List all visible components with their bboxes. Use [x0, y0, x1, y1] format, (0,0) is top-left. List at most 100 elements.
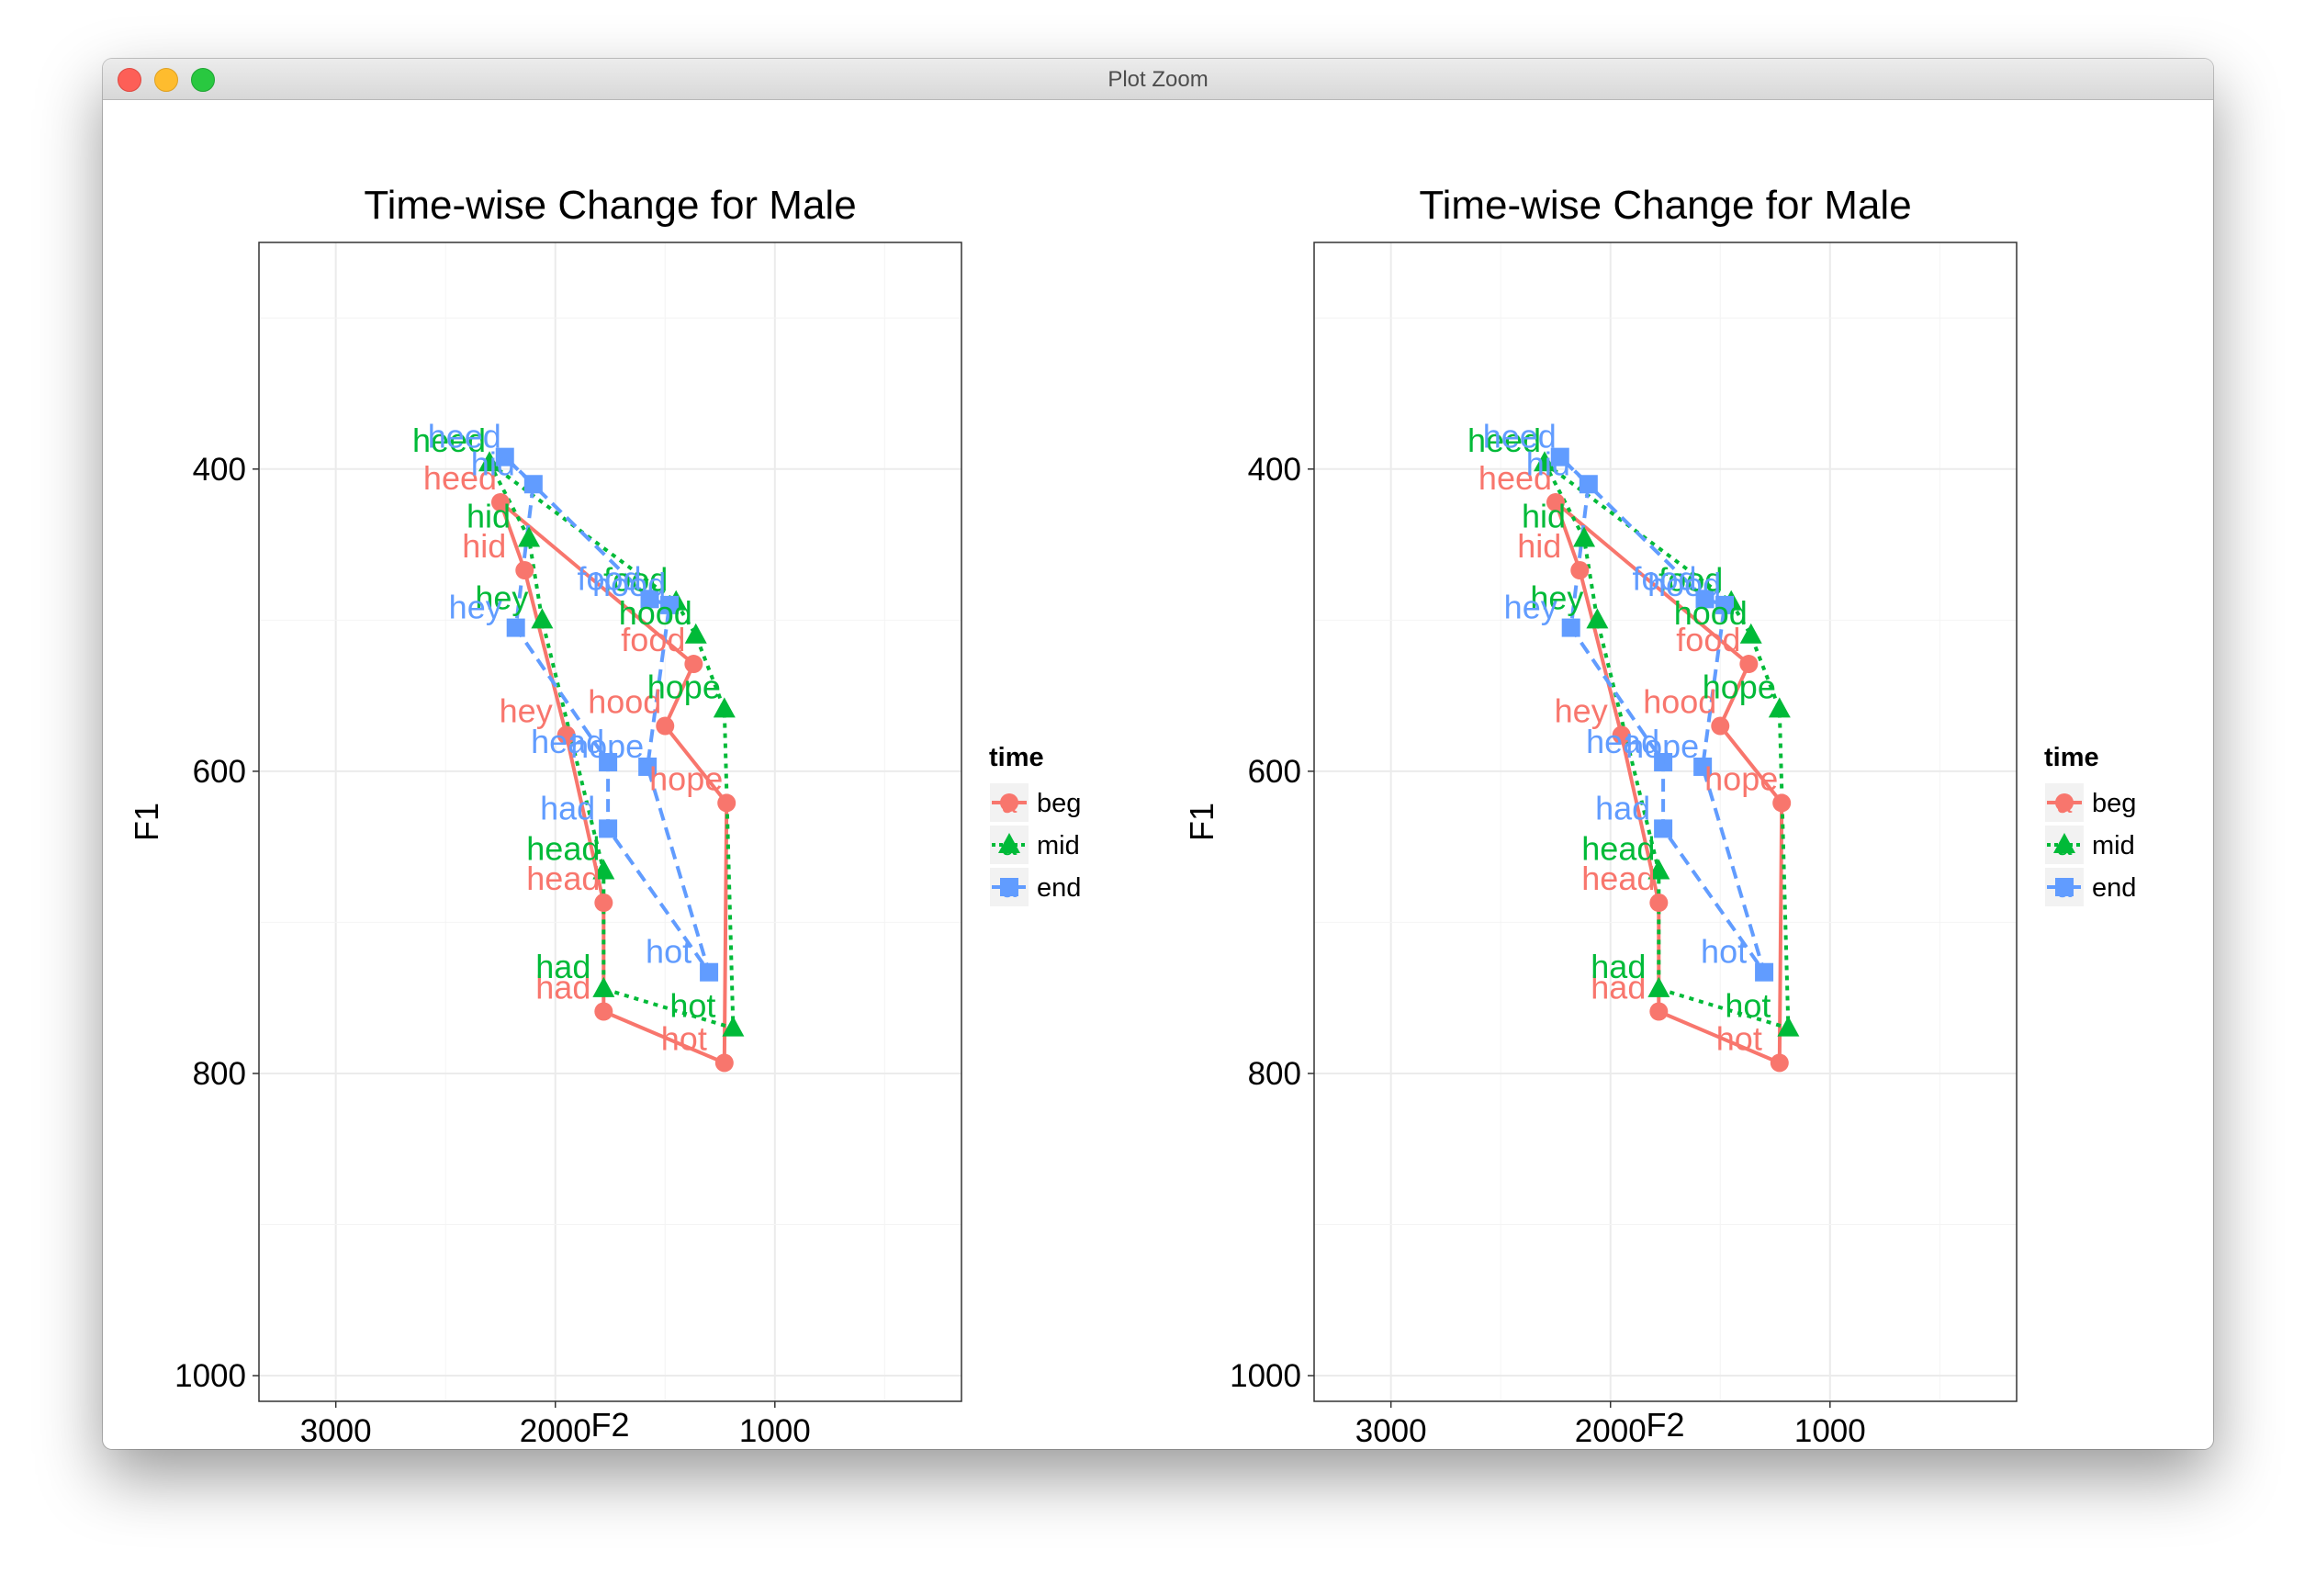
data-point-beg-hey: [557, 725, 576, 745]
vowel-label-mid-hood: hood: [1674, 594, 1748, 632]
x-axis-title: F2: [590, 1406, 629, 1444]
data-point-beg-had: [1649, 1002, 1669, 1021]
legend-label: beg: [1037, 789, 1081, 818]
legend-item-beg: abeg: [2043, 781, 2136, 824]
x-tick-label: 1000: [739, 1413, 811, 1449]
data-point-mid-hope: [713, 697, 736, 718]
title-bar: Plot Zoom: [103, 59, 2213, 100]
data-point-beg-hid: [1570, 561, 1590, 580]
data-point-end-hood: [660, 595, 680, 614]
legend-key-marker: [998, 833, 1020, 853]
vowel-label-beg-food: food: [621, 621, 685, 658]
data-point-beg-hood: [656, 716, 675, 736]
data-point-beg-hope: [1772, 793, 1792, 813]
vowel-label-beg-hot: hot: [661, 1019, 707, 1057]
vowel-label-mid-had: had: [535, 948, 590, 985]
y-axis-title: F1: [1183, 803, 1220, 841]
series-line-end: [502, 455, 712, 974]
data-point-mid-hey: [531, 608, 554, 629]
vowel-label-end-head: head: [531, 723, 604, 760]
vowel-label-beg-head: head: [1581, 860, 1655, 897]
legend-key-marker: [1000, 878, 1018, 896]
close-window-button[interactable]: [118, 68, 141, 92]
legend-key-marker: [2055, 793, 2074, 812]
vowel-label-mid-head: head: [526, 829, 600, 867]
y-tick-label: 800: [1248, 1056, 1301, 1092]
vowel-label-end-hot: hot: [646, 933, 691, 971]
data-point-end-had: [1654, 819, 1673, 838]
data-point-end-hot: [700, 962, 719, 982]
vowel-label-beg-heed: heed: [423, 459, 497, 497]
data-point-mid-hot: [1777, 1016, 1800, 1037]
data-point-mid-hope: [1768, 697, 1791, 718]
legend-label: beg: [2092, 789, 2136, 818]
vowel-label-mid-hope: hope: [647, 668, 721, 705]
legend-key-marker: [1000, 793, 1018, 812]
data-point-mid-hid: [518, 526, 541, 547]
vowel-label-beg-heed: heed: [1478, 459, 1552, 497]
y-axis-title: F1: [128, 803, 165, 841]
window-title: Plot Zoom: [1107, 67, 1209, 92]
data-point-beg-food: [684, 655, 703, 674]
vowel-label-end-heed: heed: [428, 418, 501, 455]
chart-title: Time-wise Change for Male: [1419, 183, 1911, 228]
y-tick-label: 400: [193, 452, 246, 488]
vowel-label-mid-head: head: [1581, 829, 1655, 867]
x-tick-label: 3000: [1355, 1413, 1427, 1449]
zoom-window-button[interactable]: [191, 68, 215, 92]
data-point-mid-hey: [1586, 608, 1609, 629]
vowel-label-beg-hid: hid: [1517, 527, 1561, 565]
vowel-label-mid-hot: hot: [1725, 987, 1771, 1025]
y-tick-label: 400: [1248, 452, 1301, 488]
series-line-end: [1557, 455, 1767, 974]
vowel-label-beg-hood: hood: [588, 683, 661, 721]
legend-item-end: aend: [988, 866, 1081, 908]
data-point-beg-food: [1739, 655, 1759, 674]
data-point-end-hope: [1693, 757, 1713, 776]
y-tick-label: 1000: [1230, 1358, 1301, 1394]
data-point-mid-head: [1647, 859, 1670, 880]
vowel-label-beg-hope: hope: [1704, 759, 1778, 797]
x-tick-label: 2000: [520, 1413, 591, 1449]
vowel-label-end-had: had: [1595, 789, 1650, 826]
vowel-label-end-hid: hid: [1526, 444, 1570, 482]
y-tick-label: 1000: [174, 1358, 246, 1394]
data-point-mid-heed: [478, 451, 501, 472]
y-tick-label: 600: [193, 754, 246, 790]
plot-zoom-window: Plot Zoom heed hid hey head had hot hope hood fo…: [103, 59, 2213, 1449]
legend-label: mid: [1037, 831, 1080, 860]
vowel-label-mid-hot: hot: [669, 987, 715, 1025]
data-point-mid-hood: [684, 623, 707, 644]
legend-key-marker: [2055, 878, 2074, 896]
data-point-beg-head: [594, 894, 613, 913]
vowel-label-end-had: had: [540, 789, 595, 826]
vowel-label-end-hope: hope: [570, 727, 644, 765]
vowel-label-mid-heed: heed: [1467, 421, 1541, 459]
chart-title: Time-wise Change for Male: [364, 183, 856, 228]
data-point-beg-hid: [515, 561, 534, 580]
data-point-mid-head: [592, 859, 615, 880]
data-point-end-hid: [523, 475, 543, 494]
data-point-beg-heed: [490, 493, 510, 512]
data-point-beg-hood: [1711, 716, 1730, 736]
data-point-end-hey: [1561, 618, 1580, 637]
minimize-window-button[interactable]: [154, 68, 178, 92]
vowel-label-end-hey: hey: [1504, 589, 1557, 626]
data-point-end-food: [640, 590, 659, 609]
legend-label: mid: [2092, 831, 2135, 860]
data-point-mid-hid: [1573, 526, 1596, 547]
vowel-label-mid-food: food: [603, 561, 668, 599]
vowel-label-mid-hey: hey: [1530, 579, 1583, 616]
data-point-beg-hey: [1612, 725, 1631, 745]
legend-title: time: [989, 743, 1044, 772]
vowel-label-end-head: head: [1586, 723, 1659, 760]
data-point-end-hey: [506, 618, 525, 637]
y-tick-label: 800: [193, 1056, 246, 1092]
data-point-end-food: [1695, 590, 1715, 609]
x-tick-label: 3000: [300, 1413, 372, 1449]
vowel-label-beg-hey: hey: [500, 691, 553, 729]
vowel-label-end-hood: hood: [592, 566, 666, 603]
data-point-mid-hot: [722, 1016, 745, 1037]
data-point-beg-hot: [714, 1053, 734, 1073]
data-point-mid-had: [1647, 976, 1670, 997]
